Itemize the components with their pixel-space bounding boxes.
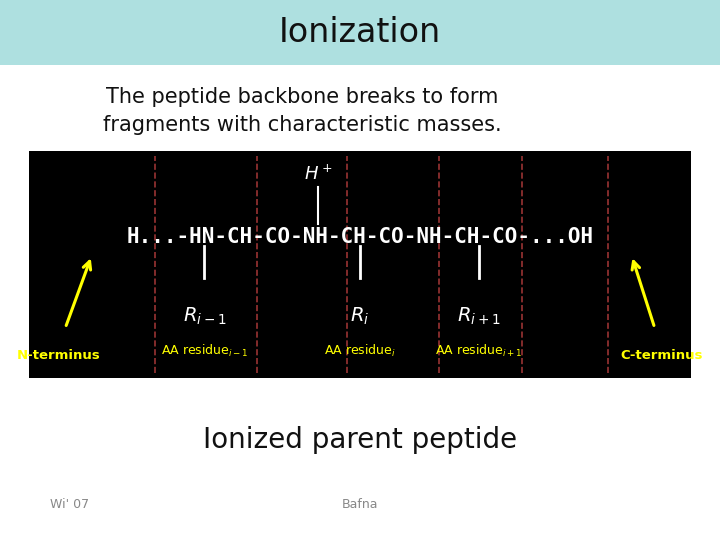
Bar bbox=[29, 151, 691, 378]
Text: H...-HN-CH-CO-NH-CH-CO-NH-CH-CO-...OH: H...-HN-CH-CO-NH-CH-CO-NH-CH-CO-...OH bbox=[127, 227, 593, 247]
Bar bbox=[0, 0, 720, 65]
Text: $H^+$: $H^+$ bbox=[304, 164, 333, 184]
Text: AA residue$_{i+1}$: AA residue$_{i+1}$ bbox=[436, 343, 523, 359]
Text: Ionization: Ionization bbox=[279, 16, 441, 49]
Text: The peptide backbone breaks to form
fragments with characteristic masses.: The peptide backbone breaks to form frag… bbox=[103, 87, 502, 134]
Text: Wi' 07: Wi' 07 bbox=[50, 498, 89, 511]
Text: AA residue$_{i-1}$: AA residue$_{i-1}$ bbox=[161, 343, 248, 359]
Text: $R_{i+1}$: $R_{i+1}$ bbox=[457, 306, 501, 327]
Text: $R_{i-1}$: $R_{i-1}$ bbox=[183, 306, 226, 327]
Text: $R_i$: $R_i$ bbox=[351, 306, 369, 327]
Text: AA residue$_i$: AA residue$_i$ bbox=[324, 343, 396, 359]
Text: C-terminus: C-terminus bbox=[620, 349, 703, 362]
Text: N-terminus: N-terminus bbox=[17, 349, 101, 362]
Text: Ionized parent peptide: Ionized parent peptide bbox=[203, 426, 517, 454]
Text: Bafna: Bafna bbox=[342, 498, 378, 511]
